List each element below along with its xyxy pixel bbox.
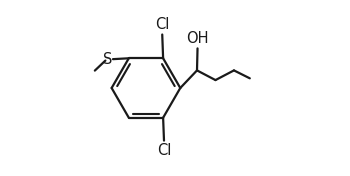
Text: OH: OH — [186, 31, 209, 46]
Text: Cl: Cl — [155, 17, 169, 32]
Text: S: S — [103, 52, 113, 67]
Text: Cl: Cl — [157, 143, 171, 158]
